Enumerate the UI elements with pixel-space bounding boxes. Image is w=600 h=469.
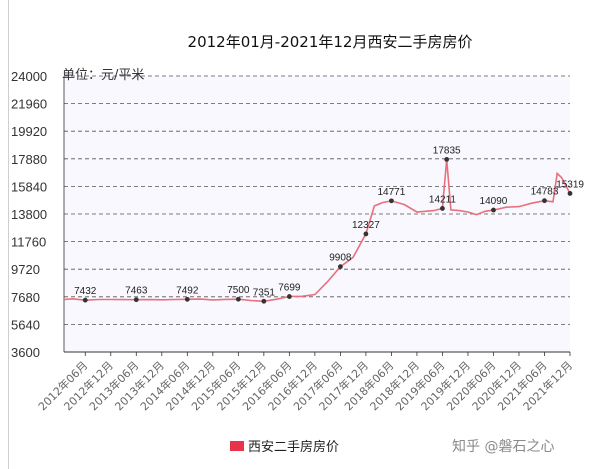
y-tick-label: 13800	[11, 207, 47, 222]
y-tick-label: 11760	[11, 235, 46, 250]
data-label: 14211	[429, 194, 457, 205]
data-label: 14783	[531, 187, 559, 198]
data-label: 14090	[480, 196, 508, 207]
data-point	[363, 231, 369, 237]
data-point	[235, 296, 241, 302]
chart-frame	[8, 0, 600, 469]
y-tick-label: 19920	[11, 124, 47, 139]
y-tick-label: 21960	[11, 97, 47, 112]
data-label: 15319	[556, 179, 584, 190]
legend-label: 西安二手房房价	[248, 440, 340, 455]
data-label: 7500	[227, 285, 250, 296]
data-label: 7463	[125, 286, 148, 297]
data-point	[389, 198, 394, 204]
y-tick-label: 15840	[11, 179, 47, 194]
data-point	[542, 198, 547, 204]
y-tick-labels: 3600 5640 7680 9720 11760 13800 15840 17880 1992…	[11, 69, 47, 360]
axes	[63, 76, 571, 356]
data-label: 7699	[278, 283, 301, 294]
chart-title: 2012年01月-2021年12月西安二手房房价	[188, 33, 473, 51]
data-point	[444, 157, 450, 162]
data-label: 12327	[352, 220, 380, 231]
y-tick-label: 24000	[11, 69, 47, 84]
data-label: 7492	[176, 285, 199, 296]
data-label: 7351	[253, 287, 276, 298]
data-point	[337, 264, 343, 270]
data-point	[261, 298, 267, 304]
y-tick-label: 9720	[11, 262, 40, 277]
data-point	[82, 297, 88, 303]
data-point	[184, 296, 190, 302]
data-label: 9908	[329, 253, 352, 264]
data-point	[567, 191, 573, 196]
legend-swatch	[230, 440, 244, 451]
watermark: 知乎 @磐石之心	[452, 439, 555, 455]
y-tick-label: 3600	[11, 345, 40, 360]
grid-lines	[64, 75, 570, 325]
y-tick-label: 7680	[11, 290, 40, 305]
x-tick-labels: 2012年06月2012年12月2013年06月2013年12月2014年06月…	[35, 358, 575, 413]
data-label: 14771	[378, 187, 406, 198]
data-point	[491, 207, 496, 213]
data-label: 17835	[433, 145, 461, 156]
data-point	[133, 297, 139, 303]
data-label: 7432	[74, 286, 97, 297]
data-point	[440, 206, 445, 211]
data-point	[286, 294, 292, 299]
y-tick-label: 5640	[11, 317, 40, 332]
legend: 西安二手房房价	[230, 436, 339, 455]
data-labels: 7432 7463 7492 7500 7351 7699 9908 12327 14771 14…	[74, 145, 584, 304]
y-tick-label: 17880	[11, 152, 47, 167]
unit-label: 单位：元/平米	[62, 68, 144, 83]
